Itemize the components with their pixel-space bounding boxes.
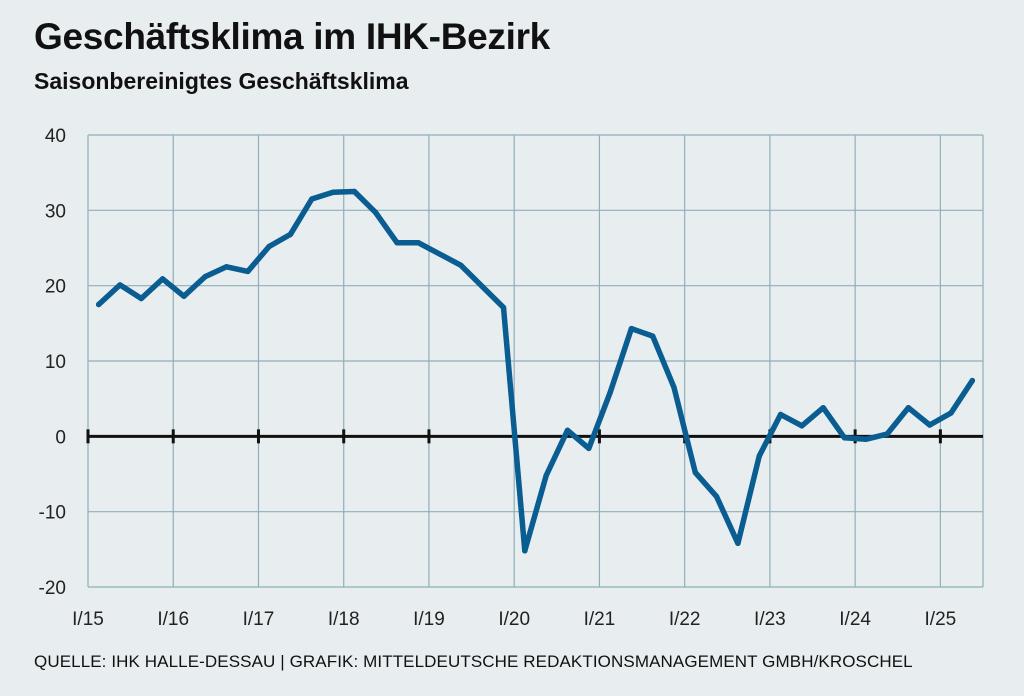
data-point bbox=[628, 325, 635, 332]
data-point bbox=[671, 384, 677, 391]
data-point bbox=[223, 264, 230, 270]
data-point bbox=[394, 240, 400, 246]
series-line bbox=[95, 188, 976, 554]
data-point bbox=[309, 196, 315, 202]
data-point bbox=[159, 276, 166, 282]
x-axis-labels: I/15 I/16 I/17 I/18 I/19 I/20 I/21 I/22 I/23 I/24… bbox=[72, 609, 956, 630]
data-point bbox=[351, 188, 358, 195]
x-tick-label: I/24 bbox=[839, 609, 871, 630]
data-point bbox=[138, 295, 144, 302]
data-point bbox=[692, 469, 699, 476]
data-point bbox=[735, 540, 741, 547]
y-axis-labels: 40 30 20 10 0 -10 -20 bbox=[39, 126, 66, 599]
data-point bbox=[948, 410, 954, 416]
x-tick-label: I/22 bbox=[669, 609, 701, 630]
data-point bbox=[841, 435, 848, 441]
x-tick-label: I/18 bbox=[328, 609, 360, 630]
data-point bbox=[500, 304, 507, 311]
data-point bbox=[713, 493, 720, 500]
data-point bbox=[884, 431, 890, 437]
data-point bbox=[479, 283, 485, 290]
data-point bbox=[564, 427, 571, 434]
data-point bbox=[650, 333, 656, 339]
data-point bbox=[777, 411, 784, 418]
data-point bbox=[330, 189, 336, 195]
data-point bbox=[543, 472, 549, 479]
x-tick-label: I/17 bbox=[243, 609, 275, 630]
x-tick-label: I/20 bbox=[498, 609, 530, 630]
source-note: QUELLE: IHK HALLE-DESSAU | GRAFIK: MITTE… bbox=[34, 652, 913, 671]
chart-subtitle: Saisonbereinigtes Geschäftsklima bbox=[34, 68, 409, 94]
data-point bbox=[287, 231, 294, 238]
data-point bbox=[820, 405, 826, 411]
data-point bbox=[756, 453, 762, 459]
y-tick-label: 40 bbox=[45, 126, 66, 147]
y-tick-label: 0 bbox=[55, 427, 66, 448]
series bbox=[95, 188, 976, 554]
data-point bbox=[266, 243, 272, 250]
data-point bbox=[905, 405, 912, 411]
x-tick-label: I/21 bbox=[584, 609, 616, 630]
data-point bbox=[372, 209, 379, 216]
x-tick-label: I/15 bbox=[72, 609, 104, 630]
data-point bbox=[458, 262, 464, 269]
data-point bbox=[415, 240, 421, 246]
y-tick-label: -10 bbox=[39, 503, 66, 524]
data-point bbox=[927, 422, 933, 428]
data-point bbox=[95, 301, 102, 308]
x-tick-label: I/23 bbox=[754, 609, 786, 630]
data-point bbox=[863, 436, 869, 443]
x-tick-label: I/16 bbox=[157, 609, 189, 630]
x-tick-label: I/19 bbox=[413, 609, 445, 630]
chart-title: Geschäftsklima im IHK-Bezirk bbox=[34, 16, 550, 57]
data-point bbox=[607, 389, 613, 396]
y-tick-label: 30 bbox=[45, 201, 66, 222]
data-point bbox=[117, 282, 123, 288]
data-point bbox=[799, 423, 805, 429]
data-point bbox=[586, 445, 592, 452]
y-tick-label: -20 bbox=[39, 578, 66, 599]
data-point bbox=[181, 293, 187, 299]
x-tick-label: I/25 bbox=[925, 609, 957, 630]
data-point bbox=[202, 273, 208, 280]
data-point bbox=[522, 548, 528, 554]
y-tick-label: 20 bbox=[45, 277, 66, 298]
grid bbox=[87, 134, 984, 588]
data-point bbox=[436, 251, 443, 257]
y-tick-label: 10 bbox=[45, 352, 66, 373]
data-point bbox=[969, 377, 976, 384]
data-point bbox=[245, 268, 251, 275]
